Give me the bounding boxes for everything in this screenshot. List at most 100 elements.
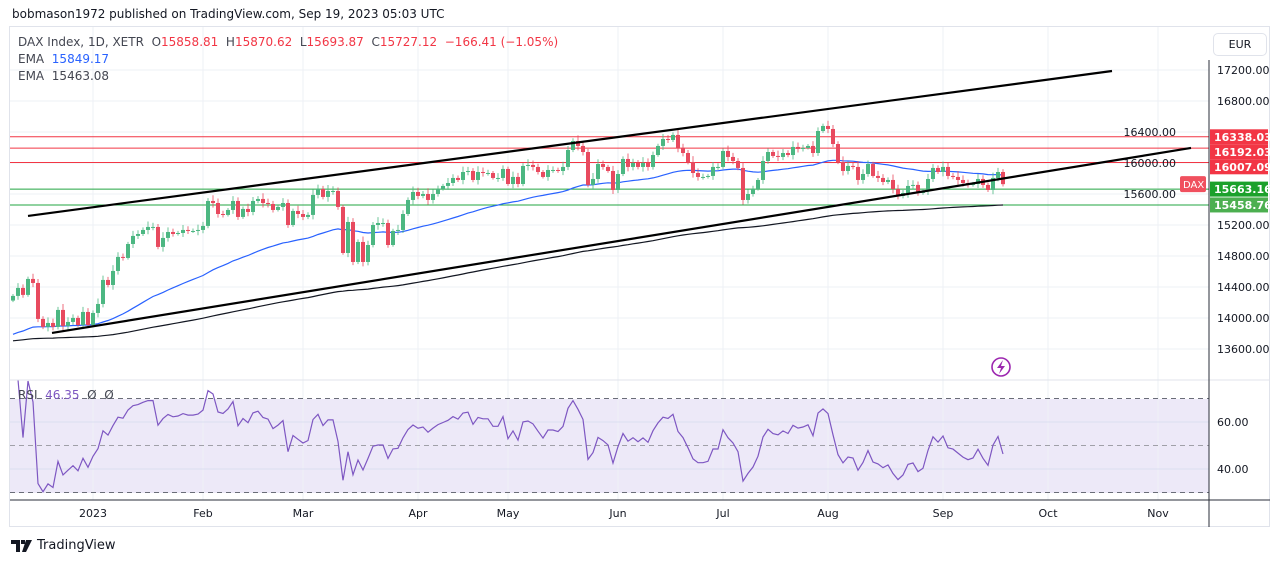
candle-up xyxy=(931,167,935,179)
price-tick-label: 14800.00 xyxy=(1217,250,1270,263)
price-tick-label: 14000.00 xyxy=(1217,312,1270,325)
candle-down xyxy=(336,190,340,207)
candle-up xyxy=(641,163,645,167)
candle-down xyxy=(741,167,745,200)
candle-down xyxy=(946,166,950,176)
candle-up xyxy=(476,171,480,180)
candle-up xyxy=(711,166,715,176)
candle-up xyxy=(596,164,600,179)
candle-down xyxy=(636,163,640,167)
candle-up xyxy=(66,321,70,326)
candle-down xyxy=(321,188,325,197)
candle-up xyxy=(141,229,145,234)
candle-up xyxy=(366,244,370,262)
candle-down xyxy=(21,287,25,295)
candle-up xyxy=(816,130,820,154)
candle-up xyxy=(71,317,75,322)
candle-down xyxy=(916,184,920,193)
candle-down xyxy=(61,309,65,326)
candle-up xyxy=(991,177,995,190)
candle-down xyxy=(556,169,560,171)
candle-up xyxy=(96,303,100,313)
candle-up xyxy=(661,138,665,146)
candle-up xyxy=(436,188,440,194)
candle-down xyxy=(216,202,220,214)
candle-down xyxy=(856,166,860,180)
last-price-tag xyxy=(1180,176,1206,193)
candle-up xyxy=(706,175,710,177)
candle-up xyxy=(206,200,210,226)
candle-down xyxy=(491,172,495,178)
candle-down xyxy=(646,163,650,167)
candle-up xyxy=(546,169,550,177)
candle-up xyxy=(291,210,295,225)
candle-down xyxy=(106,279,110,285)
chart-frame xyxy=(9,26,1270,527)
candle-up xyxy=(371,225,375,245)
candle-up xyxy=(821,125,825,131)
candle-up xyxy=(251,200,255,212)
ema-slow-value: 15463.08 xyxy=(51,69,110,83)
candle-up xyxy=(996,171,1000,178)
lightning-icon[interactable] xyxy=(991,357,1011,377)
candle-up xyxy=(81,311,85,325)
time-tick-label: Sep xyxy=(933,507,954,520)
change-value: −166.41 (−1.05%) xyxy=(444,35,559,49)
candle-up xyxy=(161,237,165,247)
candle-down xyxy=(831,128,835,145)
candle-up xyxy=(656,145,660,156)
price-tick-label: 14400.00 xyxy=(1217,281,1270,294)
candle-down xyxy=(456,177,460,180)
candle-down xyxy=(31,278,35,283)
candle-up xyxy=(356,241,360,262)
candle-up xyxy=(326,190,330,197)
candle-up xyxy=(756,179,760,189)
candle-down xyxy=(86,311,90,325)
candle-up xyxy=(846,165,850,171)
tradingview-logo[interactable]: TradingView xyxy=(11,538,116,553)
candle-up xyxy=(766,151,770,161)
time-tick-label: Oct xyxy=(1038,507,1058,520)
candle-up xyxy=(276,206,280,210)
candle-down xyxy=(896,188,900,196)
time-tick-label: 2023 xyxy=(79,507,107,520)
symbol-label[interactable]: DAX Index, 1D, XETR xyxy=(18,35,144,49)
rsi-legend[interactable]: RSI 46.35 Ø Ø xyxy=(18,388,114,402)
candle-up xyxy=(971,184,975,186)
candle-up xyxy=(781,153,785,157)
time-tick-label: Mar xyxy=(293,507,314,520)
candle-up xyxy=(391,230,395,245)
ema-slow-legend[interactable]: EMA 15463.08 xyxy=(18,69,110,83)
time-tick-label: Jul xyxy=(715,507,729,520)
candle-down xyxy=(426,194,430,200)
candle-up xyxy=(306,214,310,217)
candle-down xyxy=(416,191,420,196)
candle-up xyxy=(466,170,470,172)
candle-up xyxy=(671,134,675,140)
candle-down xyxy=(691,161,695,173)
ohlc-legend: DAX Index, 1D, XETR O15858.81 H15870.62 … xyxy=(18,35,559,49)
candle-up xyxy=(241,208,245,217)
candle-down xyxy=(611,170,615,190)
price-badge xyxy=(1210,144,1268,160)
candle-up xyxy=(196,229,200,231)
currency-button[interactable]: EUR xyxy=(1213,33,1267,56)
candle-down xyxy=(796,146,800,149)
candle-up xyxy=(396,229,400,231)
last-price-tag-label: DAX xyxy=(1183,180,1204,191)
candle-down xyxy=(541,171,545,177)
rsi-value: 46.35 xyxy=(45,388,80,402)
price-badge-label: 16007.09 xyxy=(1214,161,1272,174)
candle-down xyxy=(266,202,270,204)
candle-down xyxy=(236,200,240,217)
candle-up xyxy=(701,176,705,178)
candle-down xyxy=(771,151,775,156)
candle-up xyxy=(591,178,595,185)
candle-up xyxy=(451,177,455,183)
candle-down xyxy=(471,170,475,180)
candle-up xyxy=(311,194,315,215)
candle-up xyxy=(446,182,450,186)
ema-fast-legend[interactable]: EMA 15849.17 xyxy=(18,52,110,66)
candle-down xyxy=(296,210,300,214)
